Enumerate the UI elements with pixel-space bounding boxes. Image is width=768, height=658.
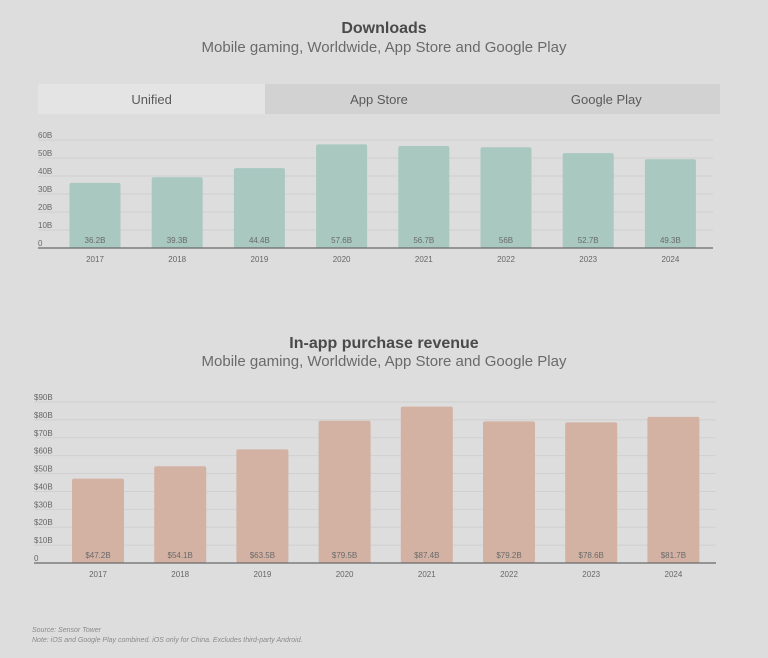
- data-label: 36.2B: [85, 236, 106, 245]
- y-tick-label: $70B: [34, 429, 53, 438]
- x-tick-label: 2023: [582, 570, 600, 579]
- y-tick-label: 10B: [38, 221, 52, 230]
- revenue-subtitle: Mobile gaming, Worldwide, App Store and …: [201, 353, 567, 370]
- x-tick-label: 2018: [171, 570, 189, 579]
- data-label: 52.7B: [578, 236, 599, 245]
- footnote: Note: iOS and Google Play combined. iOS …: [32, 637, 303, 644]
- bar: [480, 147, 532, 248]
- bar: [398, 145, 450, 248]
- bar: [483, 421, 535, 563]
- x-tick-label: 2019: [254, 570, 272, 579]
- bar: [565, 422, 618, 563]
- y-tick-label: $40B: [34, 482, 53, 491]
- y-tick-label: 0: [34, 554, 39, 563]
- y-tick-label: $10B: [34, 536, 53, 545]
- bar: [151, 177, 203, 248]
- x-tick-label: 2018: [168, 255, 186, 264]
- x-tick-label: 2021: [415, 255, 433, 264]
- bar: [69, 182, 121, 248]
- bar: [318, 420, 371, 563]
- bar: [647, 416, 700, 563]
- y-tick-label: 60B: [38, 131, 52, 140]
- bar: [316, 144, 368, 248]
- y-tick-label: 0: [38, 239, 43, 248]
- downloads-chart: 0 10B 20B 30B 40B 50B 60B 36.2B 2017 39.3B 2018 44.…: [38, 131, 713, 264]
- x-tick-label: 2022: [497, 255, 515, 264]
- x-tick-label: 2023: [579, 255, 597, 264]
- x-tick-label: 2024: [662, 255, 680, 264]
- x-tick-label: 2019: [251, 255, 269, 264]
- source-note: Source: Sensor Tower: [32, 627, 101, 634]
- revenue-title: In-app purchase revenue: [289, 335, 479, 352]
- tab-google-play[interactable]: Google Play: [570, 91, 642, 107]
- data-label: 44.4B: [249, 236, 270, 245]
- x-tick-label: 2020: [336, 570, 354, 579]
- data-label: $47.2B: [85, 551, 110, 560]
- platform-tabs: Unified App Store Google Play: [38, 84, 720, 114]
- x-tick-label: 2024: [665, 570, 683, 579]
- y-tick-label: 30B: [38, 185, 52, 194]
- bar: [72, 478, 124, 563]
- bar: [644, 159, 696, 248]
- revenue-chart: 0 $10B $20B $30B $40B $50B $60B $70B $80B $90B $47…: [34, 393, 716, 579]
- data-label: 57.6B: [331, 236, 352, 245]
- data-label: 49.3B: [660, 236, 681, 245]
- data-label: 39.3B: [167, 236, 188, 245]
- data-label: $63.5B: [250, 551, 275, 560]
- y-tick-label: $80B: [34, 411, 53, 420]
- data-label: $54.1B: [168, 551, 193, 560]
- bar: [236, 449, 289, 563]
- data-label: $78.6B: [579, 551, 604, 560]
- y-tick-label: 50B: [38, 149, 52, 158]
- downloads-subtitle: Mobile gaming, Worldwide, App Store and …: [201, 39, 567, 56]
- bar: [154, 466, 207, 563]
- y-tick-label: $20B: [34, 518, 53, 527]
- data-label: $79.5B: [332, 551, 357, 560]
- data-label: 56.7B: [413, 236, 434, 245]
- x-tick-label: 2022: [500, 570, 518, 579]
- downloads-title: Downloads: [341, 20, 427, 37]
- y-tick-label: 40B: [38, 167, 52, 176]
- data-label: $81.7B: [661, 551, 686, 560]
- y-tick-label: $50B: [34, 465, 53, 474]
- data-label: $79.2B: [496, 551, 521, 560]
- bar: [400, 406, 453, 563]
- data-label: 56B: [499, 236, 513, 245]
- y-tick-label: $90B: [34, 393, 53, 402]
- x-tick-label: 2021: [418, 570, 436, 579]
- y-tick-label: $30B: [34, 500, 53, 509]
- bar: [562, 153, 614, 248]
- x-tick-label: 2017: [89, 570, 107, 579]
- tab-app-store[interactable]: App Store: [350, 91, 408, 107]
- bar: [233, 168, 285, 248]
- y-tick-label: 20B: [38, 203, 52, 212]
- data-label: $87.4B: [414, 551, 439, 560]
- tab-unified[interactable]: Unified: [38, 84, 266, 114]
- x-tick-label: 2020: [333, 255, 351, 264]
- y-tick-label: $60B: [34, 447, 53, 456]
- x-tick-label: 2017: [86, 255, 104, 264]
